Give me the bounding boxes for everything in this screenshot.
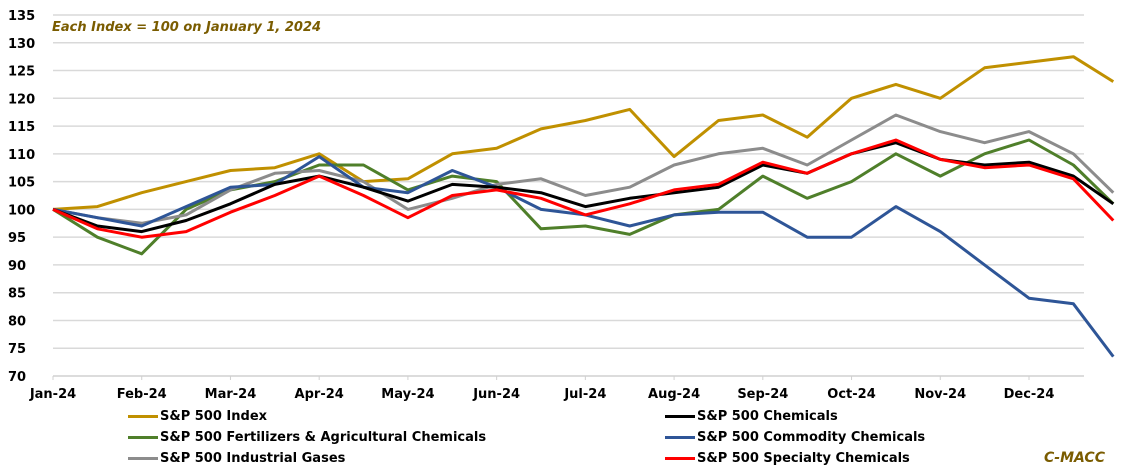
- y-tick-label: 130: [8, 37, 35, 52]
- series-line-s-p-500-industrial-gases: [52, 113, 1115, 225]
- legend-swatch: [665, 436, 695, 439]
- y-tick-label: 110: [8, 148, 35, 163]
- x-tick-label: Mar-24: [205, 387, 257, 402]
- y-tick-label: 125: [8, 65, 35, 80]
- chart-annotation: Each Index = 100 on January 1, 2024: [52, 20, 322, 35]
- y-tick-label: 100: [8, 203, 35, 218]
- x-tick-label: May-24: [381, 387, 434, 402]
- legend-label: S&P 500 Index: [160, 409, 268, 424]
- x-tick-label: Aug-24: [648, 387, 700, 402]
- x-tick-label: Jul-24: [563, 387, 606, 402]
- y-axis: 70 75 80 85 90 95 100 105 110 115 120 125 130 135: [8, 9, 35, 385]
- y-tick-label: 85: [8, 287, 26, 302]
- series-line-s-p-500-index: [52, 55, 1115, 211]
- legend-label: S&P 500 Chemicals: [697, 409, 838, 424]
- series-line-s-p-500-commodity-chemicals: [52, 155, 1115, 358]
- x-tick-label: Oct-24: [827, 387, 875, 402]
- legend-swatch: [665, 415, 695, 418]
- y-tick-label: 80: [8, 314, 26, 329]
- gridlines: [53, 14, 1084, 349]
- y-tick-label: 115: [8, 120, 35, 135]
- legend-item-sp500-chemicals: S&P 500 Chemicals: [665, 409, 838, 424]
- legend-item-sp500-specialty: S&P 500 Specialty Chemicals: [665, 451, 910, 466]
- legend-swatch: [128, 415, 158, 418]
- x-tick-label: Apr-24: [295, 387, 344, 402]
- series-line-s-p-500-chemicals: [52, 141, 1115, 234]
- legend-item-sp500-index: S&P 500 Index: [128, 409, 267, 424]
- legend-item-sp500-industrial-gases: S&P 500 Industrial Gases: [128, 451, 345, 466]
- y-tick-label: 120: [8, 92, 35, 107]
- legend-swatch: [128, 457, 158, 460]
- x-tick-label: Sep-24: [737, 387, 788, 402]
- legend-label: S&P 500 Specialty Chemicals: [697, 451, 910, 466]
- legend-swatch: [128, 436, 158, 439]
- y-tick-label: 105: [8, 176, 35, 191]
- legend-label: S&P 500 Commodity Chemicals: [697, 430, 926, 445]
- y-tick-label: 70: [8, 370, 26, 385]
- legend-swatch: [665, 457, 695, 460]
- legend-item-sp500-commodity: S&P 500 Commodity Chemicals: [665, 430, 925, 445]
- legend-label: S&P 500 Industrial Gases: [160, 451, 346, 466]
- y-tick-label: 135: [8, 9, 35, 24]
- x-tick-label: Jan-24: [29, 387, 76, 402]
- y-tick-label: 95: [8, 231, 26, 246]
- x-tick-label: Dec-24: [1004, 387, 1055, 402]
- y-tick-label: 90: [8, 259, 26, 274]
- x-axis: Jan-24 Feb-24 Mar-24 Apr-24 May-24 Jun-24 Jul-…: [29, 375, 1084, 402]
- legend-item-sp500-fertilizers: S&P 500 Fertilizers & Agricultural Chemi…: [128, 430, 486, 445]
- x-tick-label: Nov-24: [914, 387, 966, 402]
- series-line-s-p-500-specialty-chemicals: [52, 138, 1115, 239]
- x-tick-label: Feb-24: [117, 387, 167, 402]
- y-tick-label: 75: [8, 342, 26, 357]
- legend-label: S&P 500 Fertilizers & Agricultural Chemi…: [160, 430, 487, 445]
- x-tick-label: Jun-24: [472, 387, 520, 402]
- source-brand: C-MACC: [1044, 450, 1105, 466]
- series-lines: [52, 55, 1115, 358]
